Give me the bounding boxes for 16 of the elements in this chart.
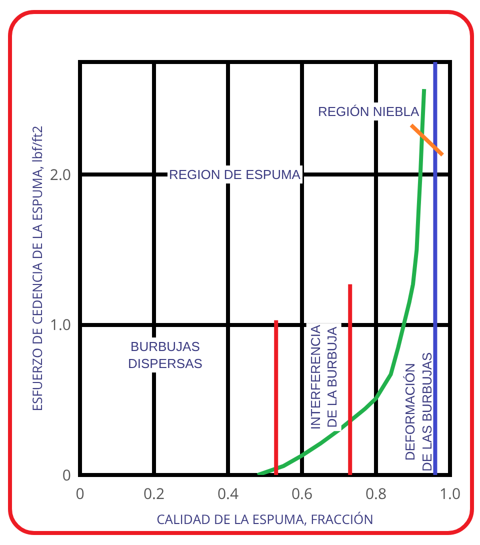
x-tick-label: 0.2: [143, 484, 165, 504]
y-axis-title: ESFUERZO DE CEDENCIA DE LA ESPUMA, lbf/ft2: [28, 126, 46, 412]
annotation: REGION DE ESPUMA: [169, 167, 301, 182]
x-tick-label: 0.4: [217, 484, 239, 504]
annotation: BURBUJAS DISPERSAS: [128, 339, 203, 371]
x-axis-title: CALIDAD DE LA ESPUMA, FRACCIÓN: [156, 510, 374, 528]
annotation: INTERFERENCIA DE LA BURBUJA: [308, 324, 340, 430]
y-tick-label: 2.0: [50, 164, 71, 185]
x-tick-label: 1.0: [439, 484, 461, 504]
annotation: DEFORMACIÓN DE LAS BURBUJAS: [402, 352, 435, 472]
x-tick-label: 0.6: [291, 484, 313, 504]
x-tick-label: 0.8: [365, 484, 387, 504]
annotation: REGIÓN NIEBLA: [318, 104, 420, 119]
y-tick-label: 1.0: [50, 315, 71, 336]
x-tick-label: 0: [76, 484, 84, 504]
y-tick-label: 0: [62, 465, 71, 486]
